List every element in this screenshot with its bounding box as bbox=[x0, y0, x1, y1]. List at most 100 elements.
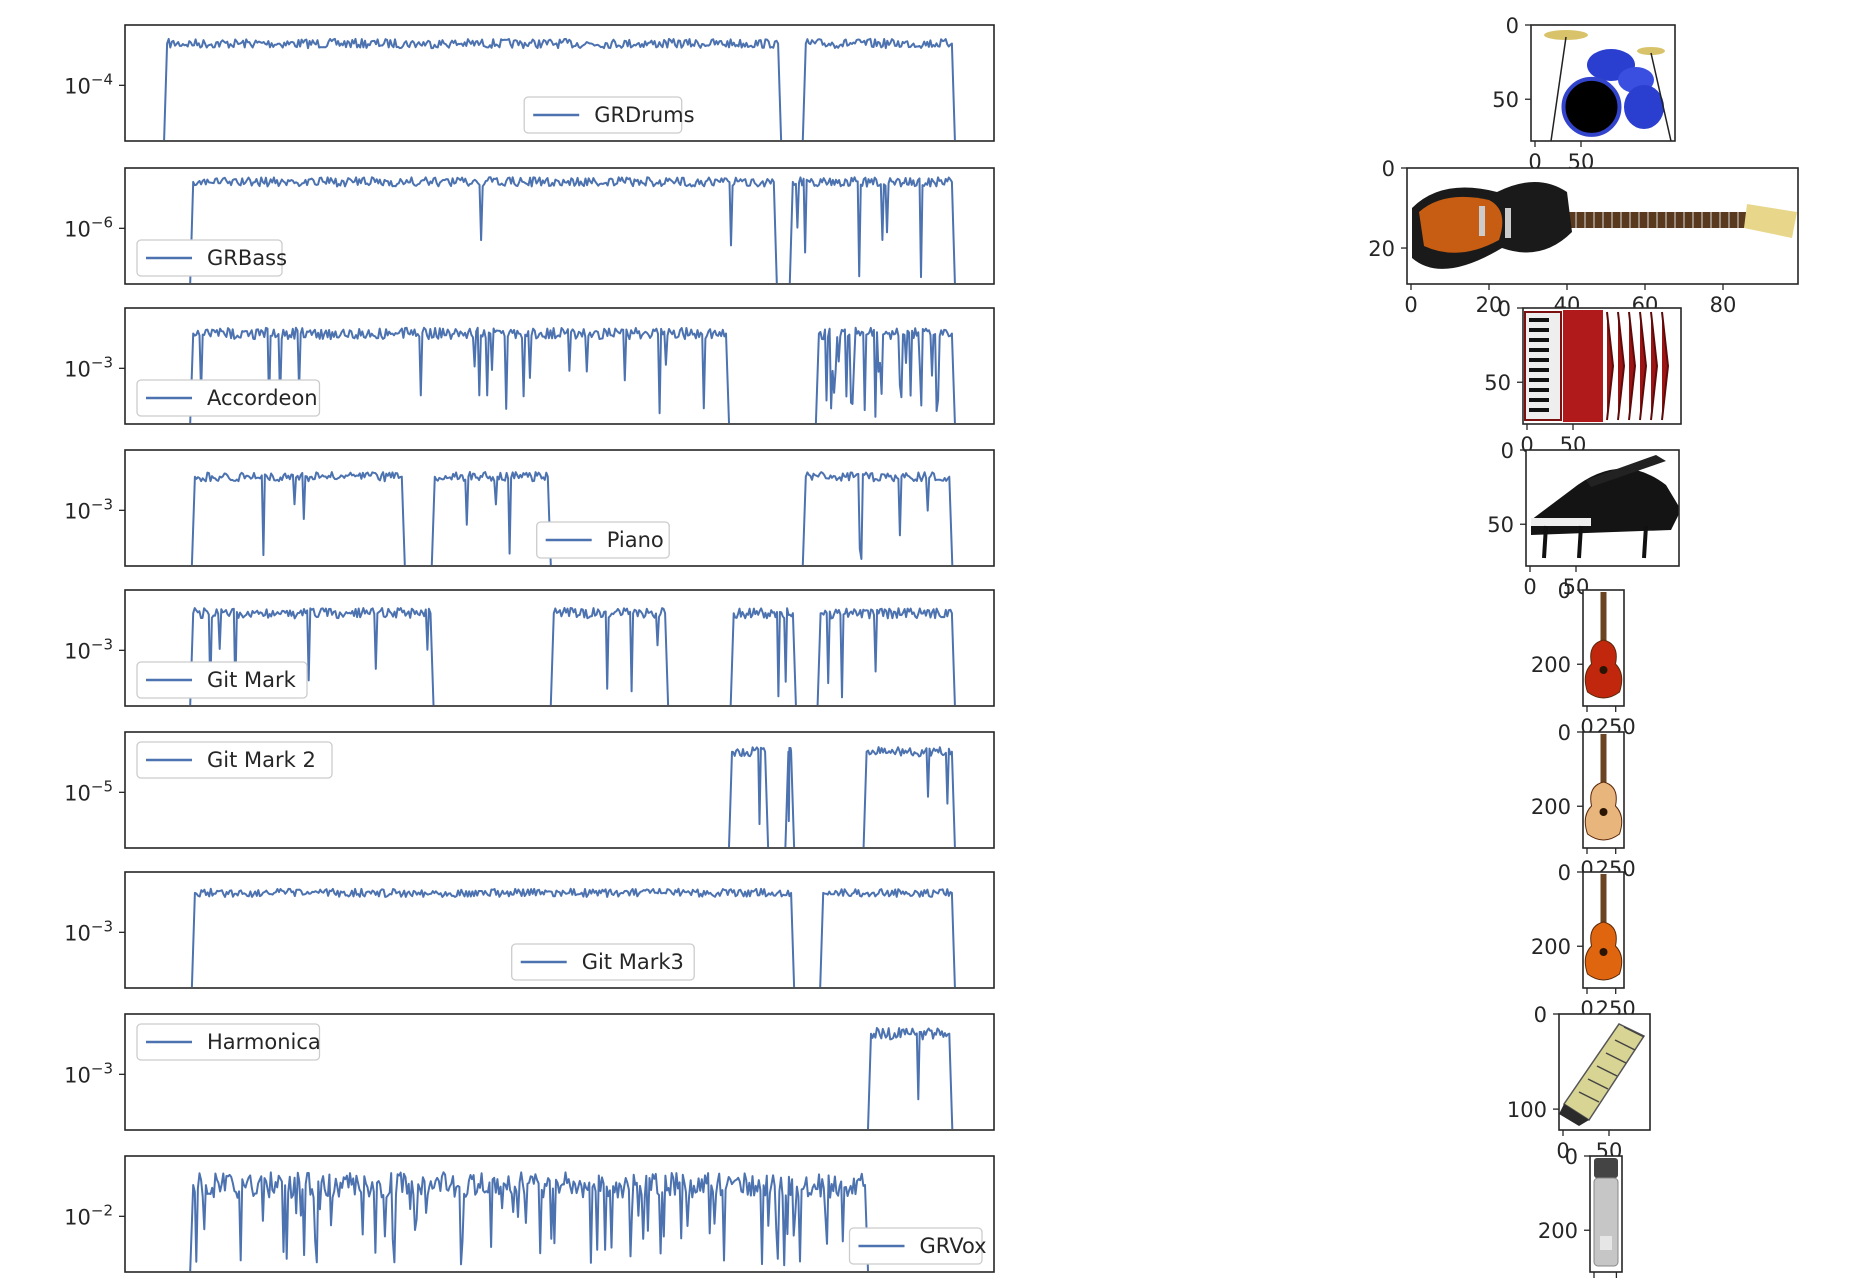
chart-6: 10−5 Git Mark 2 bbox=[64, 731, 995, 849]
series-line bbox=[189, 1171, 869, 1272]
guitar-red-icon bbox=[1584, 592, 1623, 699]
accordion-icon bbox=[1524, 310, 1670, 422]
legend-box bbox=[536, 521, 670, 559]
legend-box bbox=[136, 379, 321, 417]
legend-label: Git Mark 2 bbox=[207, 748, 316, 772]
ytick-base: 10 bbox=[64, 499, 91, 523]
axes-frame bbox=[1522, 307, 1682, 425]
chart-5: 10−3 Git Mark bbox=[64, 589, 995, 707]
ytick-base: 10 bbox=[64, 217, 91, 241]
axes-frame bbox=[1530, 24, 1676, 142]
tick-label: 0 bbox=[1498, 297, 1511, 321]
ytick-label: 10−3 bbox=[64, 495, 113, 523]
tick-label: 50 bbox=[1603, 1281, 1630, 1284]
tick-label: 20 bbox=[1368, 237, 1395, 261]
series-line bbox=[163, 37, 956, 141]
tick-label: 200 bbox=[1531, 653, 1571, 677]
chart-8: 10−3 Harmonica bbox=[64, 1013, 995, 1131]
series-line bbox=[728, 746, 956, 848]
tick-label: 0 bbox=[1382, 157, 1395, 181]
tick-label: 50 bbox=[1492, 88, 1519, 112]
legend-label: Accordeon bbox=[207, 386, 318, 410]
ytick-label: 10−2 bbox=[64, 1201, 113, 1229]
chart-7: 10−3 Git Mark3 bbox=[64, 871, 995, 989]
tick-label: 100 bbox=[1507, 1098, 1547, 1122]
ytick-exponent: −4 bbox=[91, 70, 113, 88]
legend-label: GRDrums bbox=[594, 103, 694, 127]
tick-label: 200 bbox=[1538, 1219, 1578, 1243]
tick-label: 200 bbox=[1531, 935, 1571, 959]
legend: GRDrums bbox=[523, 96, 695, 134]
legend-box bbox=[523, 96, 683, 134]
legend-box bbox=[136, 661, 308, 699]
series-line bbox=[189, 176, 956, 284]
legend-label: Git Mark3 bbox=[582, 950, 684, 974]
axes-frame bbox=[1589, 1155, 1623, 1273]
ytick-label: 10−3 bbox=[64, 635, 113, 663]
harmonica-icon bbox=[1559, 1023, 1646, 1126]
tick-label: 50 bbox=[1484, 371, 1511, 395]
legend: Accordeon bbox=[136, 379, 321, 417]
axes-frame bbox=[1582, 731, 1625, 849]
tick-label: 0 bbox=[1404, 293, 1417, 317]
ytick-base: 10 bbox=[64, 1205, 91, 1229]
legend-label: Piano bbox=[607, 528, 664, 552]
axes-frame bbox=[1558, 1013, 1651, 1131]
ytick-label: 10−3 bbox=[64, 917, 113, 945]
tick-label: 0 bbox=[1534, 1003, 1547, 1027]
legend: GRBass bbox=[136, 239, 287, 277]
ytick-exponent: −3 bbox=[91, 1059, 113, 1077]
ytick-exponent: −3 bbox=[91, 353, 113, 371]
legend: Piano bbox=[536, 521, 670, 559]
tick-label: 20 bbox=[1476, 293, 1503, 317]
axes-frame bbox=[1525, 449, 1680, 567]
ytick-base: 10 bbox=[64, 639, 91, 663]
series-line bbox=[189, 326, 956, 424]
tick-label: 0 bbox=[1587, 1281, 1600, 1284]
image-panel-microphone: 0200050 bbox=[1538, 1145, 1630, 1284]
tick-label: 0 bbox=[1501, 439, 1514, 463]
tick-label: 0 bbox=[1558, 721, 1571, 745]
bass-icon bbox=[1412, 182, 1797, 269]
chart-2: 10−6 GRBass bbox=[64, 167, 995, 285]
guitar-natural-icon bbox=[1584, 734, 1623, 841]
chart-9: 10−2 GRVox bbox=[64, 1155, 995, 1273]
ytick-label: 10−4 bbox=[64, 70, 113, 98]
ytick-label: 10−6 bbox=[64, 213, 113, 241]
tick-label: 80 bbox=[1710, 293, 1737, 317]
legend-label: GRBass bbox=[207, 246, 287, 270]
ytick-exponent: −2 bbox=[91, 1201, 113, 1219]
microphone-icon bbox=[1593, 1158, 1619, 1267]
ytick-label: 10−5 bbox=[64, 777, 113, 805]
legend: Git Mark 2 bbox=[136, 741, 333, 779]
ytick-base: 10 bbox=[64, 74, 91, 98]
series-line bbox=[189, 607, 956, 706]
tick-label: 0 bbox=[1558, 861, 1571, 885]
ytick-base: 10 bbox=[64, 921, 91, 945]
ytick-exponent: −5 bbox=[91, 777, 113, 795]
legend-box bbox=[136, 1023, 321, 1061]
ytick-label: 10−3 bbox=[64, 1059, 113, 1087]
legend-box bbox=[136, 239, 283, 277]
line-charts: 10−4GRDrums10−6GRBass10−3Accordeon10−3Pi… bbox=[64, 24, 995, 1273]
legend-box bbox=[511, 943, 695, 981]
ytick-label: 10−3 bbox=[64, 353, 113, 381]
legend: Git Mark3 bbox=[511, 943, 695, 981]
legend-box bbox=[848, 1227, 983, 1265]
series-line bbox=[867, 1027, 954, 1130]
piano-icon bbox=[1531, 455, 1679, 559]
ytick-exponent: −3 bbox=[91, 495, 113, 513]
ytick-base: 10 bbox=[64, 781, 91, 805]
tick-label: 0 bbox=[1506, 14, 1519, 38]
axes-frame bbox=[1406, 167, 1799, 285]
